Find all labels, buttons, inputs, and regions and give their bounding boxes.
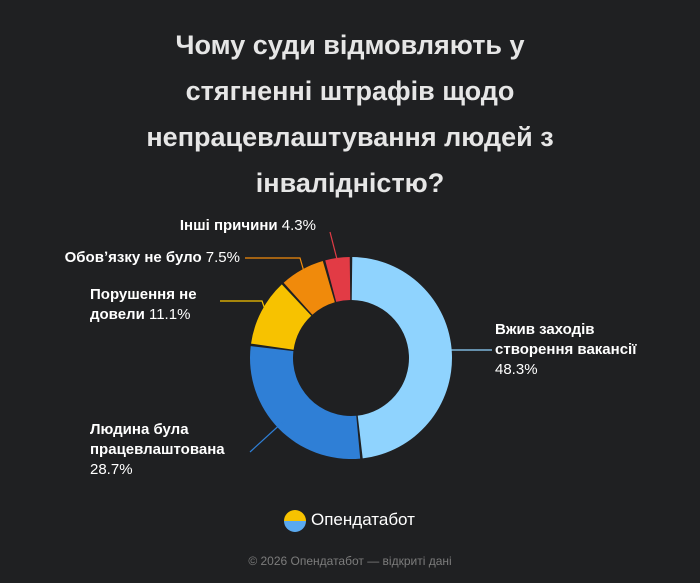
category-label: Порушення не довели (90, 286, 197, 323)
leader-line (329, 231, 339, 265)
value-label: 48.3% (495, 361, 538, 378)
value-label: 4.3% (281, 217, 316, 234)
label: Інші причини 4.3% (180, 216, 316, 236)
category-label: Інші причини (179, 217, 278, 234)
category-label: Обовʼязку не було (64, 249, 202, 266)
chart-title: Чому суди відмовляють у стягненні штрафі… (146, 30, 554, 198)
donut-slice (283, 261, 335, 315)
brand-logo (284, 510, 306, 532)
brand-name: Опендатабот (311, 510, 415, 529)
leader-line (245, 257, 306, 276)
category-label: Людина була працевлаштована (90, 421, 225, 458)
value-label: 7.5% (205, 249, 240, 266)
label: Обовʼязку не було 7.5% (65, 248, 240, 268)
category-label: Вжив заходів створення вакансії (495, 321, 637, 358)
value-label: 11.1% (148, 306, 191, 323)
donut-slice (351, 257, 452, 459)
value-label: 28.7% (90, 461, 133, 478)
label: Людина була працевлаштована 28.7% (90, 420, 245, 480)
leader-line (220, 300, 268, 315)
donut-slice (251, 284, 312, 350)
donut-slice (325, 257, 351, 302)
label: Вжив заходів створення вакансії 48.3% (495, 320, 660, 380)
footer: © 2026 Опендатабот — відкриті дані (248, 554, 452, 568)
leader-line (445, 349, 492, 354)
donut-slice (249, 346, 361, 459)
label: Порушення не довели 11.1% (90, 285, 215, 325)
leader-line (249, 419, 286, 453)
